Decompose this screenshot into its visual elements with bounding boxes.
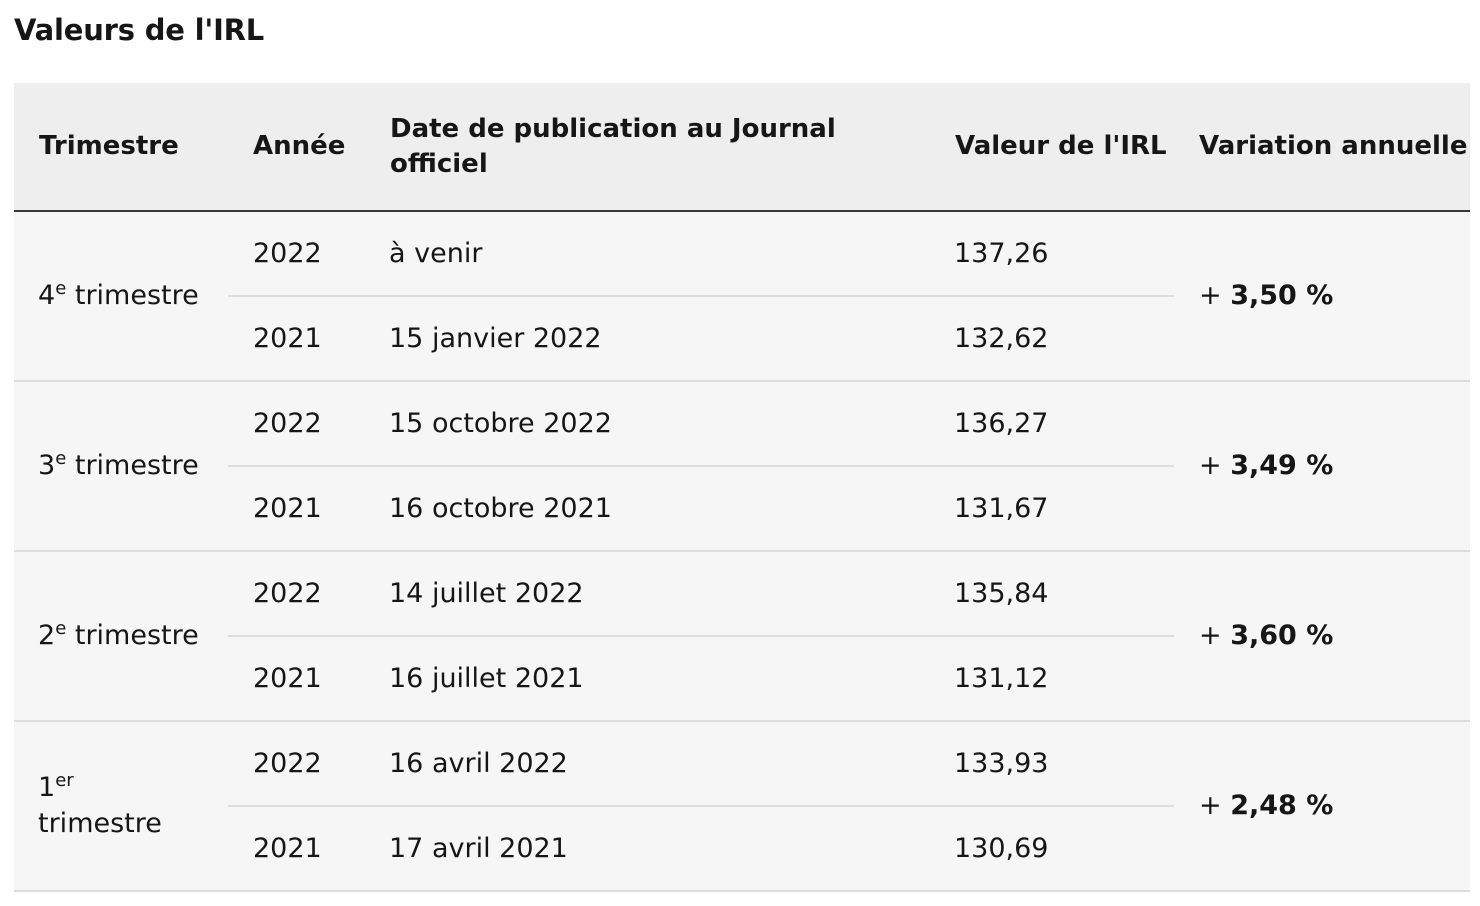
variation-cell: + 3,49 % bbox=[1174, 381, 1470, 552]
table-row: 3e trimestre 2022 15 octobre 2022 136,27… bbox=[14, 381, 1470, 552]
variation-value: 3,50 % bbox=[1230, 280, 1334, 311]
table-row: 2021 16 octobre 2021 131,67 bbox=[14, 466, 1470, 552]
publication-date-cell: 15 octobre 2022 bbox=[364, 381, 929, 467]
publication-date-cell: 16 octobre 2021 bbox=[364, 466, 929, 552]
publication-date-cell: 14 juillet 2022 bbox=[364, 551, 929, 637]
publication-date-cell: 17 avril 2021 bbox=[364, 806, 929, 892]
irl-values-table: Trimestre Année Date de publication au J… bbox=[14, 83, 1470, 892]
quarter-suffix: e bbox=[55, 448, 67, 469]
table-row: 2e trimestre 2022 14 juillet 2022 135,84… bbox=[14, 551, 1470, 722]
year-cell: 2021 bbox=[228, 466, 364, 552]
header-valeur-irl: Valeur de l'IRL bbox=[929, 83, 1174, 212]
page-title: Valeurs de l'IRL bbox=[14, 13, 265, 47]
irl-value-cell: 136,27 bbox=[929, 381, 1174, 467]
variation-value: 3,49 % bbox=[1230, 450, 1334, 481]
variation-sign: + bbox=[1199, 280, 1222, 311]
variation-sign: + bbox=[1199, 450, 1222, 481]
table-row: 2021 15 janvier 2022 132,62 bbox=[14, 296, 1470, 382]
quarter-cell: 1er trimestre bbox=[14, 721, 228, 892]
year-cell: 2021 bbox=[228, 296, 364, 382]
irl-value-cell: 131,12 bbox=[929, 636, 1174, 722]
header-row: Trimestre Année Date de publication au J… bbox=[14, 83, 1470, 212]
header-date-publication: Date de publication au Journal officiel bbox=[364, 83, 929, 212]
quarter-suffix: er bbox=[55, 770, 74, 791]
irl-value-cell: 133,93 bbox=[929, 721, 1174, 807]
variation-cell: + 2,48 % bbox=[1174, 721, 1470, 892]
irl-value-cell: 131,67 bbox=[929, 466, 1174, 552]
quarter-number: 3 bbox=[38, 450, 56, 481]
header-variation-annuelle: Variation annuelle bbox=[1174, 83, 1470, 212]
quarter-number: 2 bbox=[38, 620, 56, 651]
irl-value-cell: 135,84 bbox=[929, 551, 1174, 637]
table-row: 2021 17 avril 2021 130,69 bbox=[14, 806, 1470, 892]
variation-value: 3,60 % bbox=[1230, 620, 1334, 651]
quarter-suffix: e bbox=[55, 618, 67, 639]
table-header: Trimestre Année Date de publication au J… bbox=[14, 83, 1470, 212]
quarter-cell: 4e trimestre bbox=[14, 211, 228, 382]
table-row: 4e trimestre 2022 à venir 137,26 + 3,50 … bbox=[14, 211, 1470, 382]
year-cell: 2021 bbox=[228, 806, 364, 892]
variation-cell: + 3,60 % bbox=[1174, 551, 1470, 722]
quarter-label: trimestre bbox=[74, 450, 199, 481]
table-body: 4e trimestre 2022 à venir 137,26 + 3,50 … bbox=[14, 211, 1470, 892]
quarter-cell: 3e trimestre bbox=[14, 381, 228, 552]
variation-sign: + bbox=[1199, 790, 1222, 821]
quarter-label: trimestre bbox=[74, 280, 199, 311]
irl-value-cell: 137,26 bbox=[929, 211, 1174, 297]
table-row: 2021 16 juillet 2021 131,12 bbox=[14, 636, 1470, 722]
variation-cell: + 3,50 % bbox=[1174, 211, 1470, 382]
irl-value-cell: 132,62 bbox=[929, 296, 1174, 382]
variation-value: 2,48 % bbox=[1230, 790, 1334, 821]
quarter-cell: 2e trimestre bbox=[14, 551, 228, 722]
header-trimestre: Trimestre bbox=[14, 83, 228, 212]
year-cell: 2021 bbox=[228, 636, 364, 722]
quarter-suffix: e bbox=[55, 278, 67, 299]
quarter-number: 1 bbox=[38, 772, 56, 803]
variation-sign: + bbox=[1199, 620, 1222, 651]
year-cell: 2022 bbox=[228, 551, 364, 637]
publication-date-cell: 16 avril 2022 bbox=[364, 721, 929, 807]
publication-date-cell: à venir bbox=[364, 211, 929, 297]
year-cell: 2022 bbox=[228, 721, 364, 807]
year-cell: 2022 bbox=[228, 211, 364, 297]
year-cell: 2022 bbox=[228, 381, 364, 467]
quarter-label: trimestre bbox=[38, 808, 162, 839]
table-row: 1er trimestre 2022 16 avril 2022 133,93 … bbox=[14, 721, 1470, 892]
header-annee: Année bbox=[228, 83, 364, 212]
quarter-number: 4 bbox=[38, 280, 56, 311]
publication-date-cell: 15 janvier 2022 bbox=[364, 296, 929, 382]
publication-date-cell: 16 juillet 2021 bbox=[364, 636, 929, 722]
irl-value-cell: 130,69 bbox=[929, 806, 1174, 892]
quarter-label: trimestre bbox=[74, 620, 199, 651]
